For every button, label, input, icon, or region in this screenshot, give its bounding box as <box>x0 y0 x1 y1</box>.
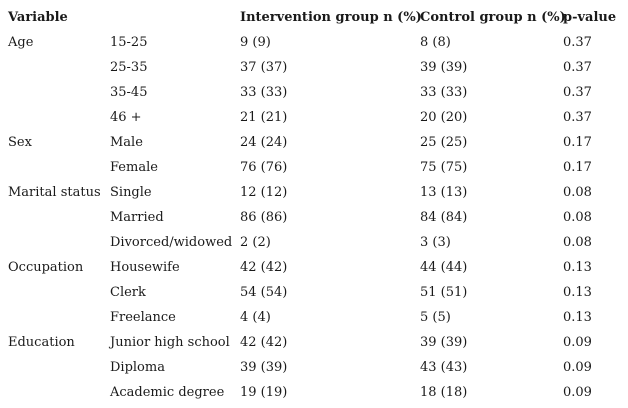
pvalue-cell: 0.09 <box>563 335 592 350</box>
control-cell: 44 (44) <box>420 260 468 275</box>
variable-cell <box>0 205 110 230</box>
table-row: Freelance 4 (4) 5 (5) 0.13 <box>0 305 628 330</box>
pvalue-cell: 0.37 <box>563 85 592 100</box>
control-cell: 25 (25) <box>420 135 468 150</box>
pvalue-cell: 0.37 <box>563 110 592 125</box>
variable-cell <box>0 355 110 380</box>
table-row: Occupation Housewife 42 (42) 44 (44) 0.1… <box>0 255 628 280</box>
control-cell: 8 (8) <box>420 35 451 50</box>
pvalue-cell: 0.17 <box>563 135 592 150</box>
table-row: Education Junior high school 42 (42) 39 … <box>0 330 628 355</box>
table-row: Marital status Single 12 (12) 13 (13) 0.… <box>0 180 628 205</box>
category-cell: Housewife <box>110 260 180 275</box>
pvalue-cell: 0.09 <box>563 360 592 375</box>
variable-cell <box>0 280 110 305</box>
pvalue-cell: 0.08 <box>563 185 592 200</box>
pvalue-cell: 0.09 <box>563 385 592 400</box>
col-header-intervention: Intervention group n (%) <box>240 9 422 25</box>
category-cell: Divorced/widowed <box>110 235 233 250</box>
table-row: Age 15-25 9 (9) 8 (8) 0.37 <box>0 30 628 55</box>
category-cell: Male <box>110 135 143 150</box>
category-cell: Married <box>110 210 164 225</box>
variable-cell: Sex <box>8 135 32 150</box>
demographics-table: Variable Intervention group n (%) Contro… <box>0 4 628 405</box>
intervention-cell: 37 (37) <box>240 60 288 75</box>
variable-cell: Education <box>8 335 75 350</box>
variable-cell <box>0 80 110 105</box>
table-row: 25-35 37 (37) 39 (39) 0.37 <box>0 55 628 80</box>
col-header-pvalue: p-value <box>563 9 617 25</box>
pvalue-cell: 0.08 <box>563 210 592 225</box>
category-cell: Junior high school <box>110 335 230 350</box>
table-row: Married 86 (86) 84 (84) 0.08 <box>0 205 628 230</box>
intervention-cell: 19 (19) <box>240 385 288 400</box>
table-row: Academic degree 19 (19) 18 (18) 0.09 <box>0 380 628 405</box>
variable-cell: Marital status <box>8 185 101 200</box>
intervention-cell: 39 (39) <box>240 360 288 375</box>
intervention-cell: 9 (9) <box>240 35 271 50</box>
intervention-cell: 76 (76) <box>240 160 288 175</box>
variable-cell: Occupation <box>8 260 84 275</box>
pvalue-cell: 0.37 <box>563 60 592 75</box>
intervention-cell: 42 (42) <box>240 260 288 275</box>
variable-cell <box>0 380 110 405</box>
intervention-cell: 54 (54) <box>240 285 288 300</box>
pvalue-cell: 0.13 <box>563 285 592 300</box>
table-row: Clerk 54 (54) 51 (51) 0.13 <box>0 280 628 305</box>
pvalue-cell: 0.13 <box>563 310 592 325</box>
variable-cell <box>0 230 110 255</box>
variable-cell <box>0 55 110 80</box>
pvalue-cell: 0.08 <box>563 235 592 250</box>
control-cell: 20 (20) <box>420 110 468 125</box>
category-cell: Single <box>110 185 152 200</box>
table-row: 46 + 21 (21) 20 (20) 0.37 <box>0 105 628 130</box>
pvalue-cell: 0.17 <box>563 160 592 175</box>
control-cell: 51 (51) <box>420 285 468 300</box>
intervention-cell: 2 (2) <box>240 235 271 250</box>
table-row: Female 76 (76) 75 (75) 0.17 <box>0 155 628 180</box>
control-cell: 13 (13) <box>420 185 468 200</box>
variable-cell <box>0 155 110 180</box>
table-row: Divorced/widowed 2 (2) 3 (3) 0.08 <box>0 230 628 255</box>
intervention-cell: 24 (24) <box>240 135 288 150</box>
variable-cell <box>0 105 110 130</box>
variable-cell <box>0 305 110 330</box>
category-cell: 15-25 <box>110 35 148 50</box>
control-cell: 39 (39) <box>420 335 468 350</box>
control-cell: 33 (33) <box>420 85 468 100</box>
control-cell: 3 (3) <box>420 235 451 250</box>
col-header-control: Control group n (%) <box>420 9 566 25</box>
col-header-variable: Variable <box>8 9 68 25</box>
variable-cell: Age <box>8 35 34 50</box>
pvalue-cell: 0.13 <box>563 260 592 275</box>
category-cell: Academic degree <box>110 385 225 400</box>
category-cell: Freelance <box>110 310 176 325</box>
table-body: Age 15-25 9 (9) 8 (8) 0.37 25-35 37 (37)… <box>0 30 628 405</box>
intervention-cell: 21 (21) <box>240 110 288 125</box>
category-cell: Clerk <box>110 285 146 300</box>
table-row: Diploma 39 (39) 43 (43) 0.09 <box>0 355 628 380</box>
table-row: Sex Male 24 (24) 25 (25) 0.17 <box>0 130 628 155</box>
header-row: Variable Intervention group n (%) Contro… <box>0 4 628 30</box>
category-cell: 25-35 <box>110 60 148 75</box>
control-cell: 43 (43) <box>420 360 468 375</box>
intervention-cell: 86 (86) <box>240 210 288 225</box>
intervention-cell: 42 (42) <box>240 335 288 350</box>
control-cell: 75 (75) <box>420 160 468 175</box>
col-header-category <box>110 4 240 30</box>
pvalue-cell: 0.37 <box>563 35 592 50</box>
category-cell: 35-45 <box>110 85 148 100</box>
table-row: 35-45 33 (33) 33 (33) 0.37 <box>0 80 628 105</box>
control-cell: 84 (84) <box>420 210 468 225</box>
intervention-cell: 33 (33) <box>240 85 288 100</box>
intervention-cell: 12 (12) <box>240 185 288 200</box>
intervention-cell: 4 (4) <box>240 310 271 325</box>
category-cell: Female <box>110 160 158 175</box>
control-cell: 39 (39) <box>420 60 468 75</box>
control-cell: 18 (18) <box>420 385 468 400</box>
control-cell: 5 (5) <box>420 310 451 325</box>
category-cell: 46 + <box>110 110 142 125</box>
category-cell: Diploma <box>110 360 165 375</box>
